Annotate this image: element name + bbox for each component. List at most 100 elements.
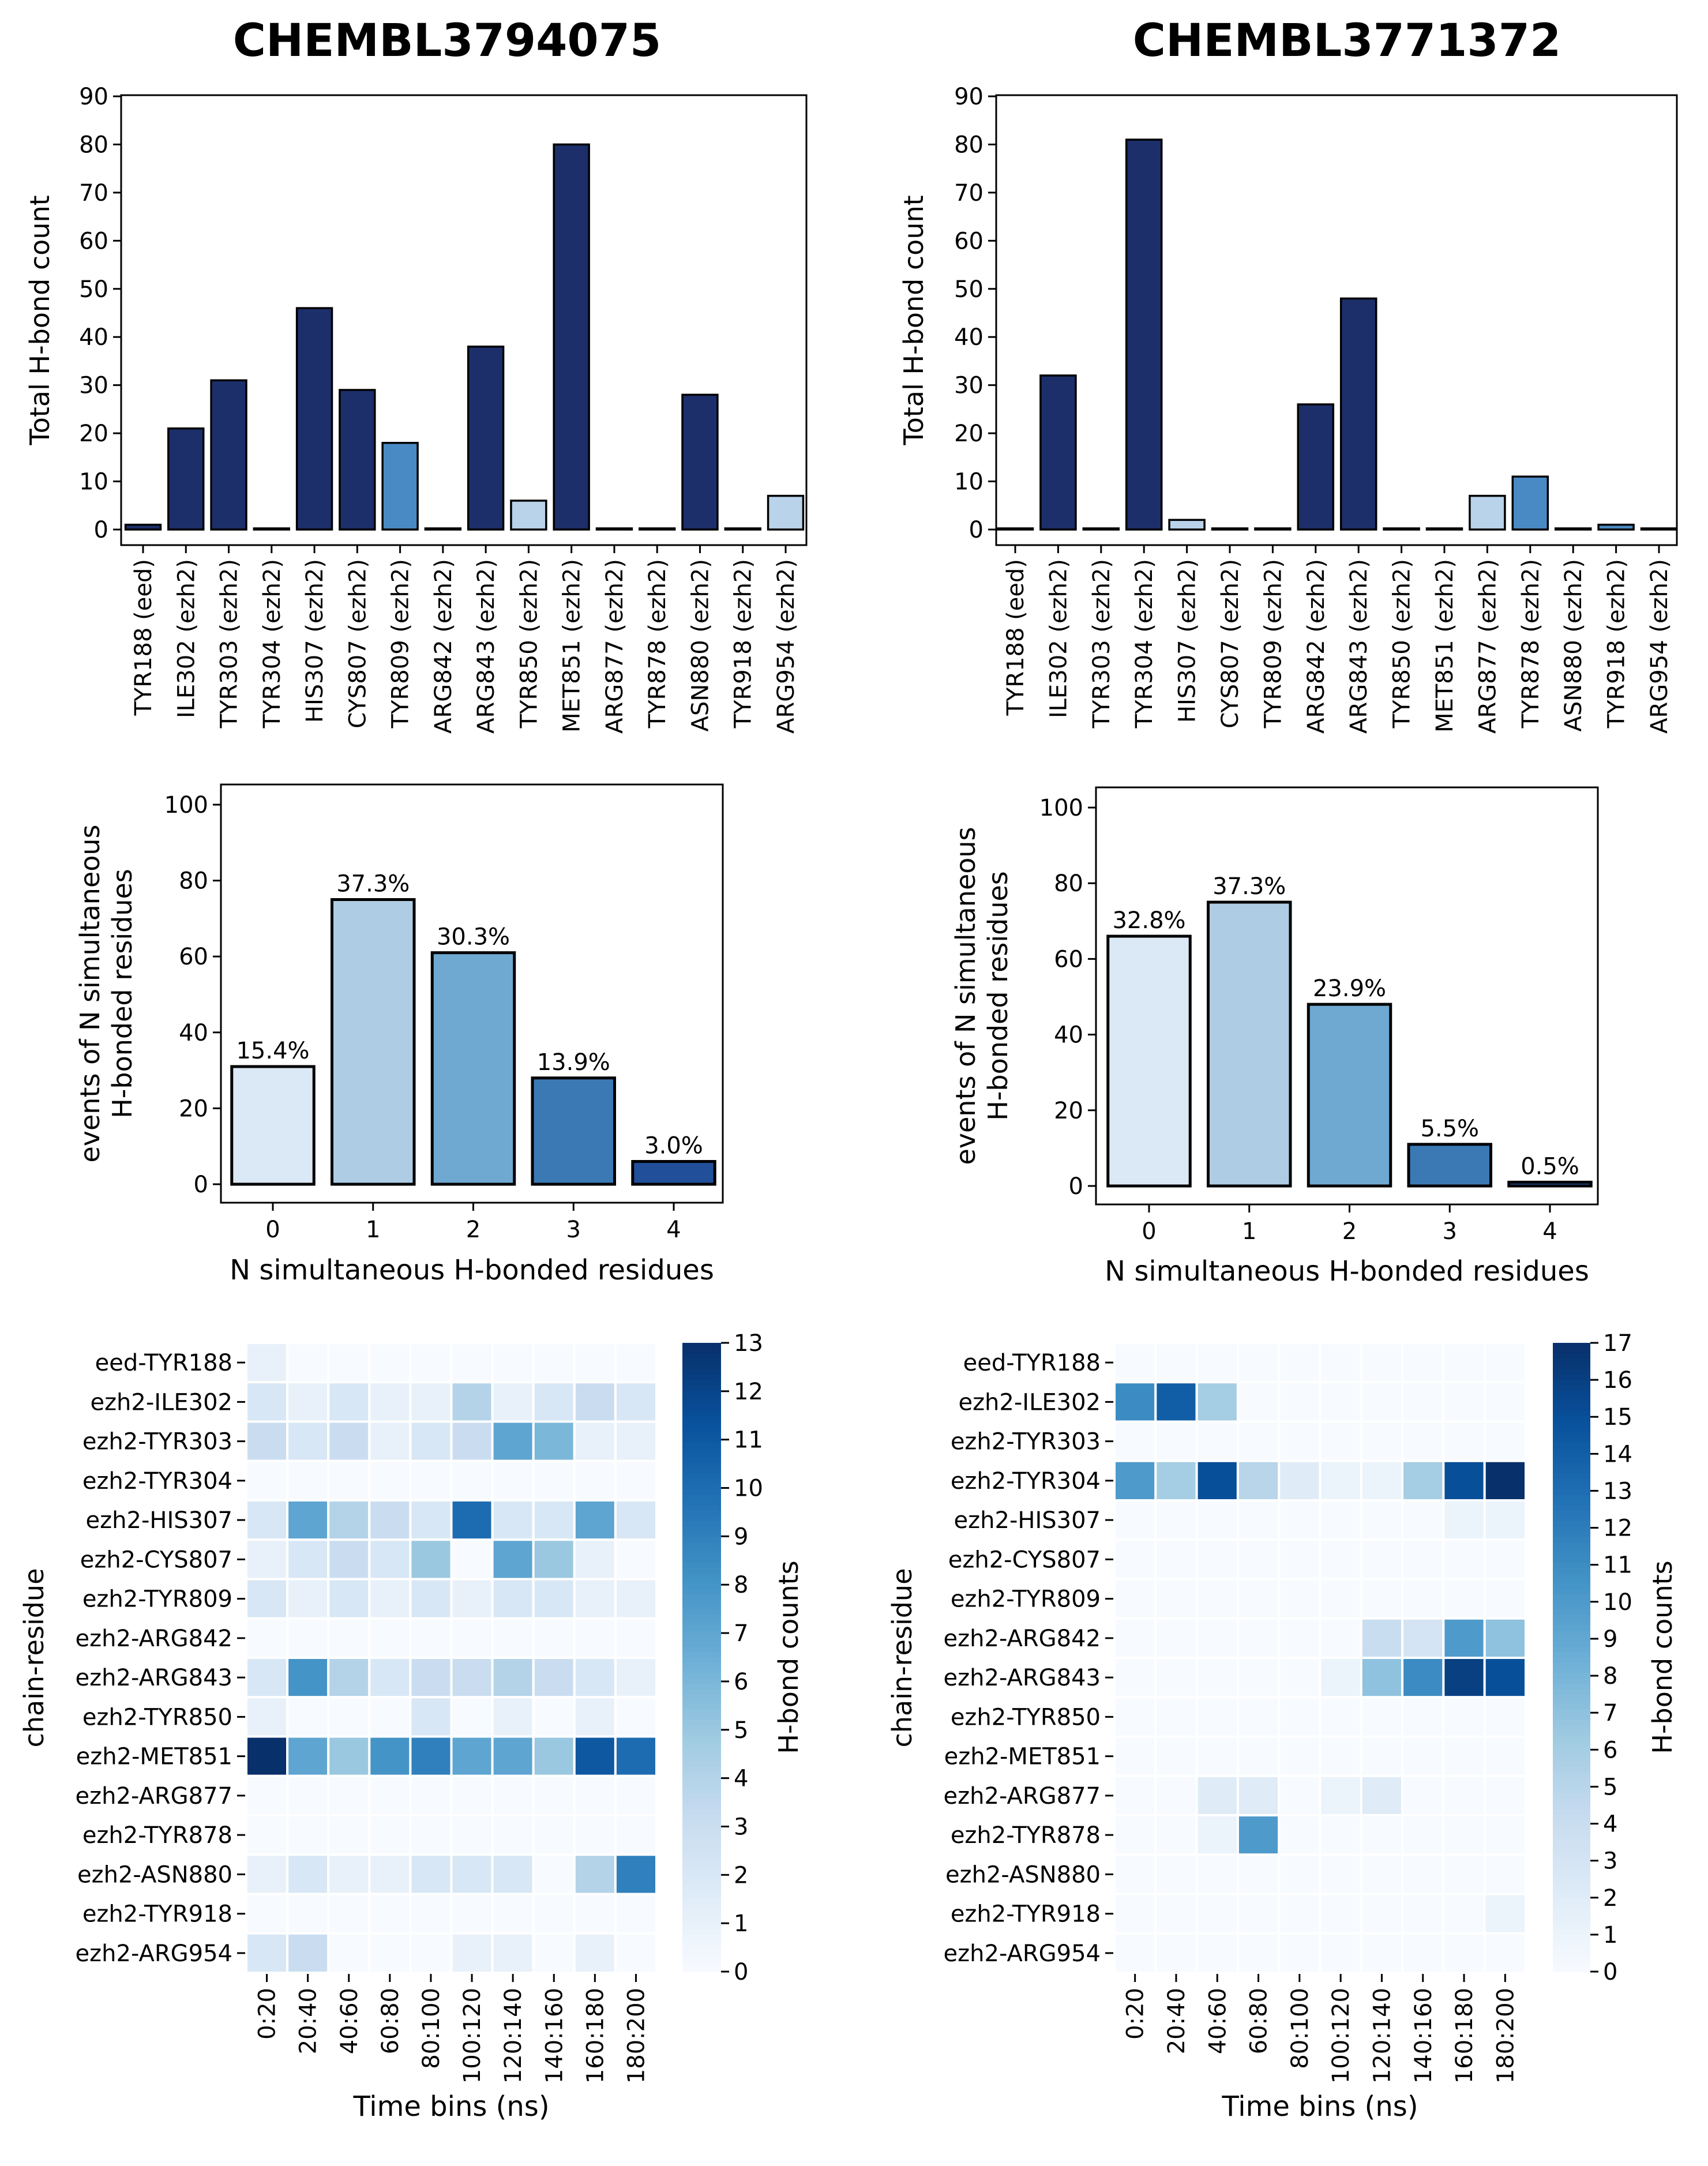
x-tick-label: 80:100 [1287, 1988, 1313, 2069]
colorbar-segment [1553, 1442, 1590, 1448]
colorbar-segment [1553, 1683, 1590, 1690]
bar-value-label: 23.9% [1313, 975, 1386, 1002]
colorbar-segment [682, 1851, 721, 1857]
heatmap-cell [1278, 1814, 1322, 1856]
colorbar-tick-label: 4 [1603, 1811, 1617, 1838]
heatmap-cell [286, 1617, 330, 1659]
colorbar-segment [1553, 1846, 1590, 1852]
y-tick-label: 0 [194, 1172, 208, 1198]
colorbar-segment [1553, 1772, 1590, 1778]
bar-tyr918 [724, 527, 761, 531]
colorbar-segment [682, 1610, 721, 1616]
colorbar-segment [1553, 1358, 1590, 1365]
colorbar-segment [1553, 1777, 1590, 1784]
heatmap-cell [1401, 1578, 1445, 1620]
heatmap-cell [532, 1538, 576, 1581]
heatmap-cell [1483, 1499, 1527, 1541]
heatmap-cell [1278, 1499, 1322, 1541]
colorbar-segment [682, 1505, 721, 1511]
heatmap-cell [491, 1893, 535, 1935]
heatmap-cell [1442, 1814, 1486, 1856]
x-tick-label: ASN880 (ezh2) [687, 559, 714, 731]
x-tick-label: ARG954 (ezh2) [1646, 559, 1673, 734]
x-tick-label: TYR188 (eed) [1003, 559, 1029, 716]
colorbar-tick-label: 6 [1603, 1737, 1617, 1763]
bar-value-label: 5.5% [1420, 1116, 1479, 1142]
heatmap-cell [286, 1657, 330, 1699]
heatmap-cell [1195, 1735, 1239, 1777]
heatmap-cell [327, 1381, 371, 1423]
heatmap-cell [245, 1735, 289, 1777]
colorbar-segment [682, 1909, 721, 1915]
colorbar-segment [682, 1557, 721, 1564]
bar-cys807 [339, 389, 376, 531]
colorbar-segment [1553, 1547, 1590, 1553]
x-tick-label: 160:180 [582, 1988, 609, 2084]
heatmap-cell [1319, 1893, 1362, 1935]
x-tick-label: 40:60 [1204, 1988, 1231, 2054]
colorbar-segment [1553, 1427, 1590, 1433]
heatmap-cell [409, 1578, 453, 1620]
colorbar-segment [682, 1379, 721, 1386]
heatmap-cell [491, 1578, 535, 1620]
heatmap-cell [450, 1459, 494, 1501]
heatmap-cell [1401, 1893, 1445, 1935]
heatmap-cell [1483, 1814, 1527, 1856]
colorbar-segment [682, 1432, 721, 1438]
x-axis-label: N simultaneous H-bonded residues [230, 1254, 714, 1286]
heatmap-cell [286, 1538, 330, 1581]
heatmap-cell [491, 1696, 535, 1738]
bar-tyr878 [639, 527, 676, 531]
colorbar-segment [682, 1463, 721, 1469]
heatmap-cell [1360, 1381, 1404, 1423]
colorbar-segment [682, 1615, 721, 1621]
heatmap-cell [1154, 1499, 1198, 1541]
heatmap-cell [409, 1735, 453, 1777]
heatmap-cell [245, 1696, 289, 1738]
colorbar-segment [682, 1620, 721, 1627]
y-tick-label: 40 [954, 324, 983, 351]
heatmap-cell [409, 1696, 453, 1738]
heatmap-cell [573, 1617, 617, 1659]
x-tick-label: ARG842 (ezh2) [1303, 559, 1330, 734]
heatmap-cell [1401, 1342, 1445, 1384]
y-tick-label: eed-TYR188 [963, 1350, 1101, 1376]
heatmap-cell [1236, 1853, 1281, 1895]
heatmap-cell [1113, 1617, 1157, 1659]
y-tick-label: 10 [954, 469, 983, 495]
colorbar-segment [1553, 1626, 1590, 1632]
heatmap-cell [1360, 1617, 1404, 1659]
colorbar-tick-label: 9 [734, 1523, 748, 1550]
colorbar-segment [682, 1825, 721, 1831]
y-tick-label: 10 [79, 469, 108, 495]
x-tick-label: 20:40 [295, 1988, 322, 2054]
x-tick-label: TYR809 (ezh2) [1260, 559, 1286, 729]
heatmap-cell [1113, 1459, 1157, 1501]
heatmap-cell [1442, 1459, 1486, 1501]
colorbar-segment [682, 1783, 721, 1789]
x-tick-label: ASN880 (ezh2) [1560, 559, 1587, 731]
colorbar-segment [1553, 1966, 1590, 1972]
colorbar-segment [682, 1804, 721, 1810]
colorbar-segment [682, 1966, 721, 1972]
colorbar-segment [1553, 1950, 1590, 1957]
x-tick-label: 120:140 [500, 1988, 527, 2084]
heatmap-cell [1319, 1459, 1362, 1501]
x-tick-label: 1 [366, 1217, 380, 1243]
y-tick-label: ezh2-CYS807 [948, 1546, 1101, 1573]
colorbar-segment [682, 1940, 721, 1946]
heatmap-cell [573, 1893, 617, 1935]
colorbar-segment [682, 1358, 721, 1365]
colorbar-segment [1553, 1610, 1590, 1616]
heatmap-cell [245, 1578, 289, 1620]
bar-n-0 [1106, 934, 1192, 1188]
heatmap-cell [409, 1814, 453, 1856]
heatmap-cell [1442, 1774, 1486, 1816]
heatmap-cell [614, 1893, 658, 1935]
heatmap-cell [1360, 1538, 1404, 1581]
colorbar-tick-label: 2 [734, 1862, 748, 1889]
colorbar-segment [682, 1736, 721, 1742]
heatmap-cell [532, 1696, 576, 1738]
heatmap-cell [532, 1932, 576, 1974]
colorbar-segment [1553, 1542, 1590, 1548]
